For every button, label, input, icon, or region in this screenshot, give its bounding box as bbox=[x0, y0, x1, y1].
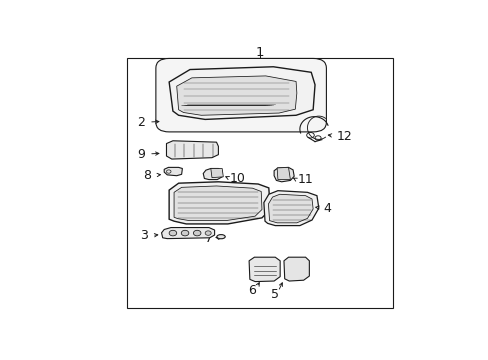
Polygon shape bbox=[169, 182, 270, 224]
Text: 5: 5 bbox=[270, 288, 278, 301]
Text: 12: 12 bbox=[336, 130, 352, 143]
Text: 3: 3 bbox=[140, 229, 147, 242]
Text: 10: 10 bbox=[230, 172, 245, 185]
Text: 1: 1 bbox=[255, 46, 264, 59]
Polygon shape bbox=[161, 228, 214, 239]
Text: 11: 11 bbox=[297, 173, 313, 186]
FancyBboxPatch shape bbox=[156, 58, 326, 132]
Polygon shape bbox=[248, 257, 280, 282]
Polygon shape bbox=[164, 167, 182, 176]
Polygon shape bbox=[210, 168, 223, 177]
Polygon shape bbox=[176, 76, 296, 115]
Polygon shape bbox=[203, 168, 222, 180]
Circle shape bbox=[205, 231, 211, 235]
Polygon shape bbox=[169, 67, 314, 120]
Polygon shape bbox=[274, 167, 294, 182]
Text: 7: 7 bbox=[204, 232, 212, 245]
Polygon shape bbox=[284, 257, 309, 281]
Circle shape bbox=[193, 230, 201, 236]
Ellipse shape bbox=[217, 235, 225, 239]
Text: 6: 6 bbox=[248, 284, 256, 297]
Polygon shape bbox=[277, 167, 290, 180]
Text: 9: 9 bbox=[137, 148, 144, 161]
Text: 2: 2 bbox=[137, 116, 144, 129]
Text: 8: 8 bbox=[143, 169, 151, 182]
Circle shape bbox=[181, 230, 188, 236]
Circle shape bbox=[169, 230, 176, 236]
Polygon shape bbox=[268, 194, 312, 223]
Polygon shape bbox=[166, 141, 218, 159]
Polygon shape bbox=[264, 191, 318, 226]
Bar bbox=[127, 58, 392, 308]
Polygon shape bbox=[174, 186, 262, 221]
Text: 4: 4 bbox=[323, 202, 331, 215]
